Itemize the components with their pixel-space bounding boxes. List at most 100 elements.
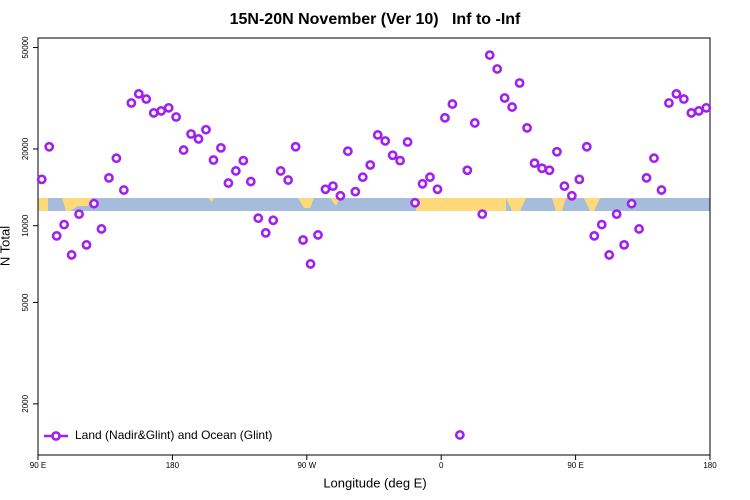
- point: [74, 209, 84, 220]
- ocean: [38, 198, 710, 211]
- point: [104, 173, 114, 183]
- x-tick-label: 90 W: [297, 461, 316, 470]
- x-tick-label: 180: [166, 461, 180, 470]
- point: [201, 124, 211, 135]
- point: [544, 165, 555, 176]
- point: [186, 129, 196, 139]
- point: [96, 224, 107, 234]
- x-tick-label: 180: [703, 461, 717, 470]
- y-axis-label: N Total: [0, 226, 12, 266]
- point: [81, 239, 92, 250]
- point: [372, 130, 383, 140]
- point: [454, 430, 465, 440]
- point: [701, 102, 712, 113]
- point: [260, 228, 271, 238]
- point: [552, 146, 562, 157]
- point: [410, 197, 420, 208]
- point: [402, 137, 413, 147]
- x-tick-label: 90 E: [567, 461, 583, 470]
- point: [432, 184, 443, 195]
- chart-title: 15N-20N November (Ver 10) Inf to -Inf: [230, 11, 521, 28]
- point: [178, 145, 189, 155]
- point: [425, 172, 435, 183]
- point: [649, 153, 659, 164]
- point: [66, 250, 77, 260]
- point: [514, 78, 525, 88]
- point: [469, 118, 480, 128]
- point: [328, 181, 338, 192]
- point: [440, 112, 450, 123]
- point: [522, 122, 532, 133]
- point: [581, 141, 592, 152]
- point: [507, 102, 518, 112]
- point: [447, 99, 458, 109]
- point: [678, 94, 689, 104]
- point: [141, 94, 152, 104]
- point: [634, 224, 644, 234]
- point: [380, 136, 391, 146]
- point: [36, 174, 47, 185]
- land: [38, 198, 600, 211]
- y-tick-label: 5000: [21, 293, 30, 311]
- point: [290, 141, 301, 152]
- point: [342, 146, 353, 157]
- point: [387, 150, 398, 161]
- point: [298, 235, 308, 245]
- point: [357, 172, 368, 183]
- x-tick-label: 90 E: [30, 461, 46, 470]
- point: [574, 174, 585, 185]
- point: [537, 163, 547, 174]
- point: [118, 185, 129, 195]
- y-tick-label: 50000: [21, 36, 30, 59]
- x-tick-label: 0: [439, 461, 444, 470]
- point: [111, 153, 122, 164]
- y-tick-label: 10000: [21, 214, 30, 237]
- point: [283, 175, 294, 185]
- point: [193, 134, 204, 144]
- x-axis-label: Longitude (deg E): [323, 475, 426, 490]
- point: [477, 209, 488, 220]
- plot-frame: [37, 37, 711, 456]
- point: [305, 259, 316, 269]
- point: [126, 98, 137, 108]
- point: [51, 230, 62, 241]
- point: [89, 198, 99, 209]
- point: [335, 190, 346, 201]
- point: [664, 98, 674, 108]
- point: [253, 213, 264, 224]
- y-tick-label: 20000: [21, 137, 30, 160]
- point: [686, 108, 697, 118]
- land-ocean-strip: [38, 198, 710, 211]
- point: [44, 141, 55, 152]
- legend-label: Land (Nadir&Glint) and Ocean (Glint): [75, 428, 272, 442]
- point: [133, 88, 144, 99]
- point: [604, 250, 615, 260]
- point: [462, 165, 473, 176]
- point: [693, 106, 704, 116]
- point: [589, 230, 600, 241]
- point: [671, 88, 682, 99]
- point: [499, 93, 510, 103]
- point: [230, 166, 241, 176]
- point: [417, 178, 428, 189]
- point: [350, 186, 361, 197]
- point: [365, 160, 376, 170]
- point: [245, 176, 256, 187]
- point: [619, 239, 630, 250]
- point: [268, 215, 279, 226]
- point: [559, 181, 570, 192]
- point: [156, 106, 167, 116]
- point: [59, 219, 70, 230]
- point: [596, 219, 607, 230]
- point: [641, 173, 652, 183]
- point: [492, 64, 503, 74]
- point: [216, 142, 226, 153]
- point: [163, 102, 174, 113]
- point: [148, 108, 159, 118]
- point: [395, 155, 406, 166]
- legend-marker: [51, 431, 61, 441]
- point: [611, 209, 622, 220]
- point: [566, 190, 577, 201]
- point: [171, 112, 182, 122]
